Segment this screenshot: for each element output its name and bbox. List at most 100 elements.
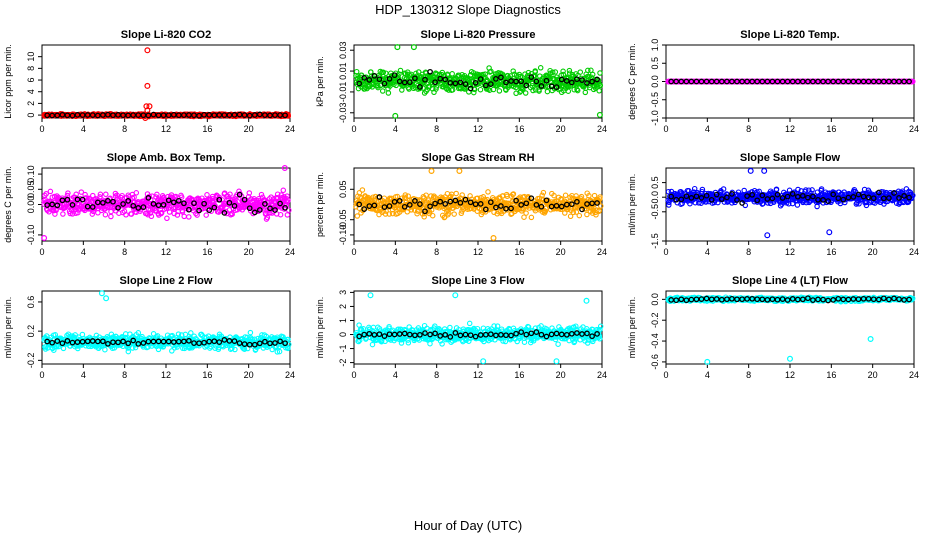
data-point	[786, 201, 792, 207]
x-tick-label: 0	[39, 247, 44, 257]
data-point	[133, 190, 140, 196]
hourly-point	[447, 79, 454, 86]
hourly-point	[668, 193, 675, 200]
hourly-point	[472, 79, 479, 86]
hourly-point	[89, 338, 96, 344]
hourly-point	[79, 112, 86, 118]
data-point	[415, 208, 421, 214]
hourly-point	[135, 341, 142, 347]
hourly-point	[391, 198, 398, 205]
hourly-point	[272, 340, 278, 346]
panel-title: Slope Li-820 Pressure	[421, 29, 536, 41]
hourly-point	[558, 203, 565, 210]
hourly-point	[447, 198, 454, 205]
x-tick-label: 4	[393, 370, 398, 380]
hourly-point	[880, 195, 887, 202]
data-point	[97, 191, 104, 198]
data-point	[910, 78, 916, 85]
hourly-point	[277, 338, 283, 345]
data-point	[536, 88, 542, 94]
hourly-point	[74, 112, 81, 118]
hourly-point	[799, 78, 806, 85]
hourly-point	[150, 111, 157, 118]
y-tick-label: -0.5	[650, 204, 660, 220]
x-tick-label: 0	[351, 370, 356, 380]
plot-frame	[41, 44, 291, 119]
y-tick-label: 1.0	[650, 39, 660, 52]
hourly-point	[548, 83, 555, 90]
hourly-point	[256, 207, 263, 213]
hourly-point	[487, 199, 494, 206]
y-tick-label: -0.03	[338, 103, 348, 124]
outlier-point	[98, 290, 105, 297]
hourly-point	[860, 193, 867, 200]
hourly-point	[64, 112, 71, 119]
x-tick-label: 0	[39, 370, 44, 380]
data-point	[578, 193, 585, 200]
data-point	[103, 191, 109, 198]
hourly-point	[386, 75, 393, 82]
x-tick-label: 24	[597, 124, 607, 134]
data-point	[402, 192, 409, 198]
x-tick-label: 0	[351, 124, 356, 134]
hourly-points	[44, 191, 288, 216]
data-point	[247, 329, 254, 336]
data-point	[577, 69, 584, 75]
data-point	[89, 211, 96, 217]
hourly-point	[49, 201, 56, 208]
x-tick-label: 16	[202, 124, 212, 134]
hourly-point	[175, 197, 182, 204]
y-tick-label: 0.05	[26, 181, 36, 199]
hourly-point	[875, 189, 882, 196]
data-point	[114, 192, 120, 198]
data-point	[485, 189, 491, 195]
hourly-point	[830, 78, 837, 85]
hourly-point	[110, 112, 116, 119]
hourly-point	[734, 197, 740, 203]
x-tick-label: 8	[746, 124, 751, 134]
hourly-point	[412, 198, 418, 204]
hourly-points	[356, 68, 600, 92]
hourly-point	[140, 204, 147, 210]
hourly-point	[256, 340, 263, 347]
data-point	[574, 87, 581, 94]
hourly-point	[396, 78, 403, 85]
figure-title: HDP_130312 Slope Diagnostics	[375, 2, 561, 17]
x-tick-label: 4	[81, 247, 86, 257]
hourly-point	[206, 112, 213, 118]
x-tick-label: 16	[826, 247, 836, 257]
x-tick-label: 8	[122, 124, 127, 134]
x-tick-label: 12	[161, 124, 171, 134]
hourly-points	[356, 194, 600, 215]
hourly-point	[880, 78, 887, 85]
hourly-point	[211, 338, 218, 345]
hourly-point	[452, 80, 459, 87]
hourly-point	[594, 200, 600, 206]
data-point	[795, 186, 801, 193]
x-tick-label: 4	[705, 124, 710, 134]
hourly-point	[754, 78, 761, 85]
data-point	[43, 191, 49, 197]
y-tick-label: -0.5	[650, 92, 660, 108]
hourly-point	[432, 79, 438, 86]
data-point	[571, 86, 577, 93]
x-tick-label: 12	[785, 247, 795, 257]
hourly-point	[356, 80, 363, 87]
data-point	[229, 211, 235, 217]
data-point	[521, 214, 527, 220]
hourly-point	[784, 78, 791, 85]
hourly-point	[906, 78, 912, 85]
data-point	[576, 212, 583, 219]
hourly-point	[718, 78, 725, 85]
x-tick-label: 24	[909, 124, 919, 134]
hourly-point	[708, 196, 715, 203]
data-point	[276, 348, 283, 355]
hourly-point	[175, 112, 182, 119]
data-point	[794, 202, 801, 208]
data-point	[482, 71, 488, 77]
hourly-point	[135, 112, 142, 118]
hourly-point	[835, 195, 842, 202]
